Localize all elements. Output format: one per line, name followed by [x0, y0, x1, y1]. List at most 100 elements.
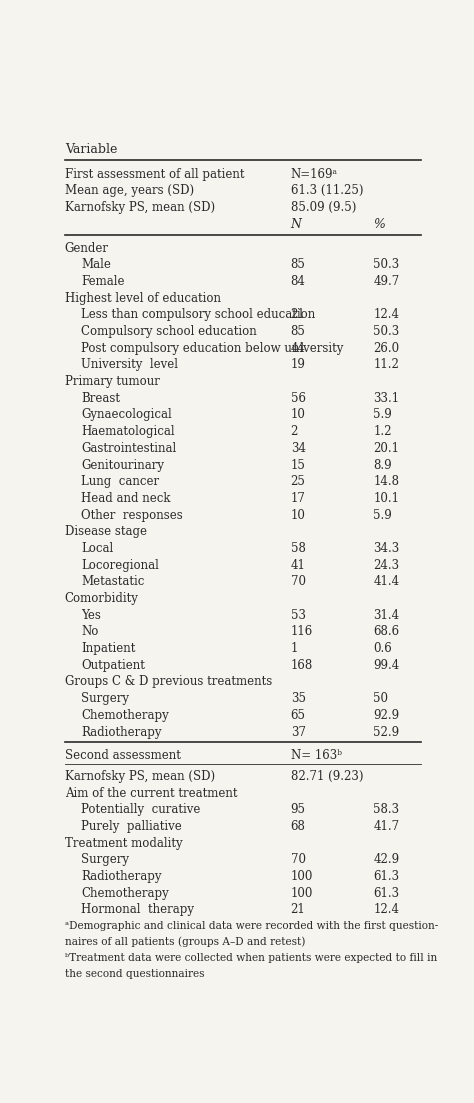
Text: 44: 44 [291, 342, 306, 355]
Text: 52.9: 52.9 [374, 726, 400, 739]
Text: 68: 68 [291, 820, 306, 833]
Text: 58: 58 [291, 542, 306, 555]
Text: Radiotherapy: Radiotherapy [82, 870, 162, 884]
Text: 50.3: 50.3 [374, 325, 400, 338]
Text: 5.9: 5.9 [374, 408, 392, 421]
Text: 37: 37 [291, 726, 306, 739]
Text: Gender: Gender [65, 242, 109, 255]
Text: Second assessment: Second assessment [65, 749, 181, 761]
Text: 35: 35 [291, 693, 306, 705]
Text: Treatment modality: Treatment modality [65, 837, 182, 849]
Text: Haematological: Haematological [82, 425, 175, 438]
Text: Gynaecological: Gynaecological [82, 408, 172, 421]
Text: Groups C & D previous treatments: Groups C & D previous treatments [65, 675, 272, 688]
Text: 34: 34 [291, 442, 306, 454]
Text: Variable: Variable [65, 143, 117, 157]
Text: 34.3: 34.3 [374, 542, 400, 555]
Text: 70: 70 [291, 576, 306, 588]
Text: 31.4: 31.4 [374, 609, 400, 622]
Text: 50.3: 50.3 [374, 258, 400, 271]
Text: N= 163ᵇ: N= 163ᵇ [291, 749, 342, 761]
Text: 168: 168 [291, 658, 313, 672]
Text: ᵃDemographic and clinical data were recorded with the first question-: ᵃDemographic and clinical data were reco… [65, 921, 438, 931]
Text: University  level: University level [82, 358, 178, 372]
Text: 50: 50 [374, 693, 388, 705]
Text: Comorbidity: Comorbidity [65, 592, 138, 606]
Text: Male: Male [82, 258, 111, 271]
Text: Lung  cancer: Lung cancer [82, 475, 159, 489]
Text: Locoregional: Locoregional [82, 558, 159, 571]
Text: 42.9: 42.9 [374, 854, 400, 866]
Text: Yes: Yes [82, 609, 101, 622]
Text: Head and neck: Head and neck [82, 492, 171, 505]
Text: Breast: Breast [82, 392, 120, 405]
Text: 26.0: 26.0 [374, 342, 400, 355]
Text: Gastrointestinal: Gastrointestinal [82, 442, 176, 454]
Text: 41.4: 41.4 [374, 576, 400, 588]
Text: 10: 10 [291, 508, 306, 522]
Text: 65: 65 [291, 709, 306, 721]
Text: Less than compulsory school education: Less than compulsory school education [82, 309, 316, 321]
Text: 14.8: 14.8 [374, 475, 399, 489]
Text: 21: 21 [291, 903, 305, 917]
Text: Aim of the current treatment: Aim of the current treatment [65, 786, 237, 800]
Text: 0.6: 0.6 [374, 642, 392, 655]
Text: Primary tumour: Primary tumour [65, 375, 160, 388]
Text: 17: 17 [291, 492, 306, 505]
Text: 41.7: 41.7 [374, 820, 400, 833]
Text: 84: 84 [291, 275, 306, 288]
Text: 85.09 (9.5): 85.09 (9.5) [291, 201, 356, 214]
Text: 70: 70 [291, 854, 306, 866]
Text: Mean age, years (SD): Mean age, years (SD) [65, 184, 194, 197]
Text: ᵇTreatment data were collected when patients were expected to fill in: ᵇTreatment data were collected when pati… [65, 953, 437, 963]
Text: 10: 10 [291, 408, 306, 421]
Text: Karnofsky PS, mean (SD): Karnofsky PS, mean (SD) [65, 770, 215, 783]
Text: 5.9: 5.9 [374, 508, 392, 522]
Text: Karnofsky PS, mean (SD): Karnofsky PS, mean (SD) [65, 201, 215, 214]
Text: Hormonal  therapy: Hormonal therapy [82, 903, 194, 917]
Text: 20.1: 20.1 [374, 442, 399, 454]
Text: Chemotherapy: Chemotherapy [82, 709, 169, 721]
Text: 12.4: 12.4 [374, 309, 399, 321]
Text: Outpatient: Outpatient [82, 658, 145, 672]
Text: %: % [374, 218, 385, 231]
Text: 68.6: 68.6 [374, 625, 400, 639]
Text: 41: 41 [291, 558, 306, 571]
Text: 92.9: 92.9 [374, 709, 400, 721]
Text: 85: 85 [291, 258, 306, 271]
Text: 82.71 (9.23): 82.71 (9.23) [291, 770, 363, 783]
Text: Local: Local [82, 542, 114, 555]
Text: N=169ᵃ: N=169ᵃ [291, 168, 337, 181]
Text: 25: 25 [291, 475, 306, 489]
Text: First assessment of all patient: First assessment of all patient [65, 168, 244, 181]
Text: 2: 2 [291, 425, 298, 438]
Text: No: No [82, 625, 99, 639]
Text: Purely  palliative: Purely palliative [82, 820, 182, 833]
Text: 61.3: 61.3 [374, 870, 400, 884]
Text: N: N [291, 218, 301, 231]
Text: 95: 95 [291, 803, 306, 816]
Text: 1.2: 1.2 [374, 425, 392, 438]
Text: Surgery: Surgery [82, 854, 129, 866]
Text: 10.1: 10.1 [374, 492, 399, 505]
Text: 58.3: 58.3 [374, 803, 400, 816]
Text: 61.3 (11.25): 61.3 (11.25) [291, 184, 363, 197]
Text: Inpatient: Inpatient [82, 642, 136, 655]
Text: 61.3: 61.3 [374, 887, 400, 900]
Text: Radiotherapy: Radiotherapy [82, 726, 162, 739]
Text: 100: 100 [291, 870, 313, 884]
Text: 85: 85 [291, 325, 306, 338]
Text: 12.4: 12.4 [374, 903, 399, 917]
Text: 49.7: 49.7 [374, 275, 400, 288]
Text: Female: Female [82, 275, 125, 288]
Text: 19: 19 [291, 358, 306, 372]
Text: Genitourinary: Genitourinary [82, 459, 164, 471]
Text: 53: 53 [291, 609, 306, 622]
Text: 56: 56 [291, 392, 306, 405]
Text: Disease stage: Disease stage [65, 525, 147, 538]
Text: 1: 1 [291, 642, 298, 655]
Text: 33.1: 33.1 [374, 392, 400, 405]
Text: 21: 21 [291, 309, 305, 321]
Text: 11.2: 11.2 [374, 358, 399, 372]
Text: 24.3: 24.3 [374, 558, 400, 571]
